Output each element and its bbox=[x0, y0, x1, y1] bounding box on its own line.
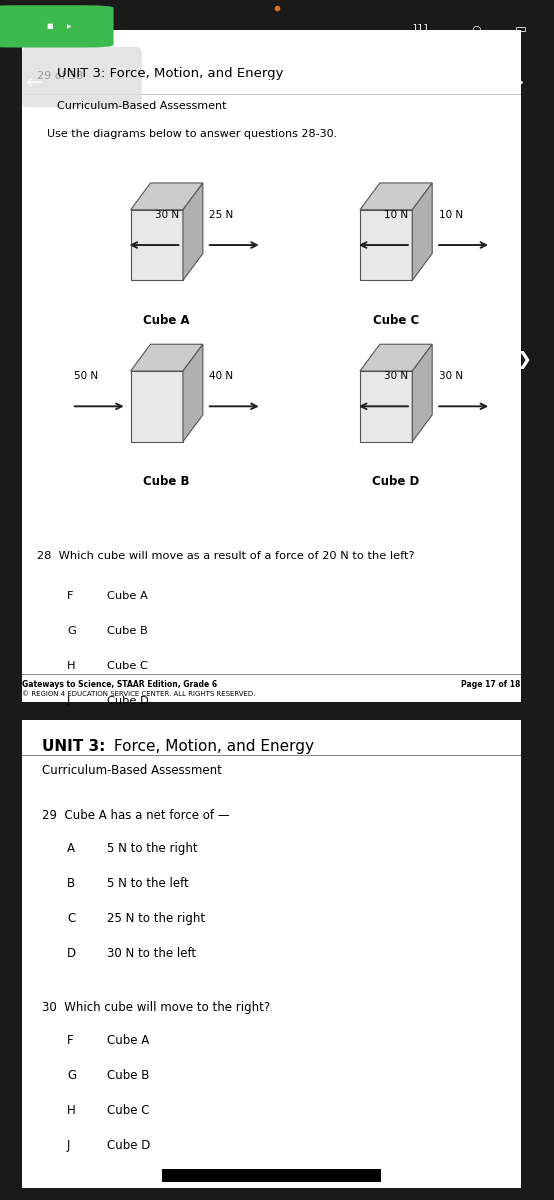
Text: 30 N: 30 N bbox=[155, 210, 179, 220]
Text: 30  Which cube will move to the right?: 30 Which cube will move to the right? bbox=[42, 1001, 270, 1014]
Text: ←: ← bbox=[25, 74, 42, 92]
Polygon shape bbox=[360, 371, 412, 442]
Text: 25 N: 25 N bbox=[209, 210, 234, 220]
Polygon shape bbox=[412, 344, 432, 442]
Polygon shape bbox=[360, 182, 432, 210]
Polygon shape bbox=[131, 182, 203, 210]
Text: ○: ○ bbox=[471, 24, 481, 34]
Text: 25 N to the right: 25 N to the right bbox=[107, 912, 205, 925]
Text: Cube D: Cube D bbox=[372, 475, 420, 488]
Text: D: D bbox=[67, 947, 76, 960]
Text: UNIT 3: Force, Motion, and Energy: UNIT 3: Force, Motion, and Energy bbox=[57, 67, 284, 80]
Text: Cube B: Cube B bbox=[143, 475, 190, 488]
Text: Cube A: Cube A bbox=[107, 1033, 149, 1046]
Text: UNIT 3:: UNIT 3: bbox=[42, 739, 105, 754]
Text: Page 17 of 18: Page 17 of 18 bbox=[461, 680, 521, 690]
Text: H: H bbox=[67, 1104, 76, 1117]
Text: F: F bbox=[67, 592, 74, 601]
Polygon shape bbox=[131, 344, 203, 371]
Text: H: H bbox=[67, 661, 76, 671]
Text: Cube A: Cube A bbox=[107, 592, 148, 601]
Text: Cube B: Cube B bbox=[107, 1069, 149, 1081]
Text: Gateways to Science, STAAR Edition, Grade 6: Gateways to Science, STAAR Edition, Grad… bbox=[22, 680, 217, 690]
Polygon shape bbox=[360, 210, 412, 281]
Text: Force, Motion, and Energy: Force, Motion, and Energy bbox=[109, 739, 315, 754]
Text: ▶: ▶ bbox=[67, 24, 71, 29]
Polygon shape bbox=[131, 210, 183, 281]
Text: Cube C: Cube C bbox=[107, 1104, 150, 1117]
Text: 30 N: 30 N bbox=[439, 371, 463, 380]
Text: 5 N to the left: 5 N to the left bbox=[107, 877, 189, 889]
Text: lll: lll bbox=[412, 24, 430, 34]
Text: 10 N: 10 N bbox=[439, 210, 463, 220]
Text: 29  Cube A has a net force of —: 29 Cube A has a net force of — bbox=[42, 809, 229, 822]
FancyBboxPatch shape bbox=[22, 47, 142, 107]
Text: 29 of 38: 29 of 38 bbox=[37, 71, 83, 80]
Text: Use the diagrams below to answer questions 28-30.: Use the diagrams below to answer questio… bbox=[47, 130, 337, 139]
Text: 5 N to the right: 5 N to the right bbox=[107, 841, 198, 854]
Text: J: J bbox=[67, 1139, 70, 1152]
Text: © REGION 4 EDUCATION SERVICE CENTER. ALL RIGHTS RESERVED.: © REGION 4 EDUCATION SERVICE CENTER. ALL… bbox=[22, 691, 255, 697]
Text: Cube D: Cube D bbox=[107, 696, 148, 706]
Text: G: G bbox=[67, 626, 76, 636]
Text: ❯: ❯ bbox=[516, 350, 531, 370]
Text: Curriculum-Based Assessment: Curriculum-Based Assessment bbox=[57, 101, 227, 110]
Text: B: B bbox=[67, 877, 75, 889]
Text: ▭: ▭ bbox=[515, 23, 527, 36]
Text: F: F bbox=[67, 1033, 74, 1046]
FancyBboxPatch shape bbox=[0, 5, 114, 48]
Text: A: A bbox=[67, 841, 75, 854]
Text: 30 N to the left: 30 N to the left bbox=[107, 947, 196, 960]
Text: Curriculum-Based Assessment: Curriculum-Based Assessment bbox=[42, 764, 222, 778]
Polygon shape bbox=[360, 344, 432, 371]
Text: Cube C: Cube C bbox=[373, 314, 419, 326]
Text: 28  Which cube will move as a result of a force of 20 N to the left?: 28 Which cube will move as a result of a… bbox=[37, 551, 414, 560]
Text: J: J bbox=[67, 696, 70, 706]
Text: Cube A: Cube A bbox=[143, 314, 190, 326]
Polygon shape bbox=[412, 182, 432, 281]
Bar bbox=[162, 1169, 381, 1182]
Polygon shape bbox=[183, 182, 203, 281]
Text: 50 N: 50 N bbox=[74, 371, 99, 380]
Text: •••: ••• bbox=[505, 78, 525, 89]
Text: Cube B: Cube B bbox=[107, 626, 148, 636]
Text: ■: ■ bbox=[47, 23, 53, 29]
Polygon shape bbox=[131, 371, 183, 442]
Text: G: G bbox=[67, 1069, 76, 1081]
Text: Cube C: Cube C bbox=[107, 661, 148, 671]
Text: 40 N: 40 N bbox=[209, 371, 233, 380]
Text: Matter and Energy Question Bank 1...: Matter and Energy Question Bank 1... bbox=[142, 77, 378, 90]
Text: Cube D: Cube D bbox=[107, 1139, 150, 1152]
Text: 30 N: 30 N bbox=[384, 371, 408, 380]
Text: C: C bbox=[67, 912, 75, 925]
Text: 10 N: 10 N bbox=[384, 210, 408, 220]
Polygon shape bbox=[183, 344, 203, 442]
